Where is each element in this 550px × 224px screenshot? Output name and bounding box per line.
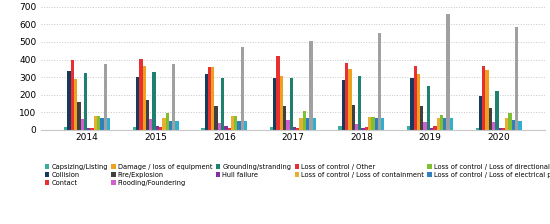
Bar (231, 116, 234, 130)
Bar (371, 117, 375, 130)
Bar (489, 108, 492, 130)
Bar (443, 118, 447, 130)
Bar (64, 127, 68, 130)
Bar (136, 77, 139, 130)
Bar (296, 128, 299, 130)
Bar (74, 79, 78, 130)
Bar (172, 64, 175, 130)
Bar (447, 14, 450, 130)
Bar (211, 67, 215, 130)
Bar (270, 127, 273, 130)
Bar (234, 116, 238, 130)
Bar (100, 118, 103, 130)
Bar (417, 74, 420, 130)
Bar (499, 128, 502, 130)
Bar (486, 70, 489, 130)
Bar (146, 100, 149, 130)
Bar (175, 121, 179, 130)
Bar (482, 66, 486, 130)
Bar (437, 118, 440, 130)
Bar (450, 118, 453, 130)
Bar (512, 120, 515, 130)
Bar (97, 116, 100, 130)
Bar (71, 60, 74, 130)
Legend: Capsizing/Listing, Collision, Contact, Damage / loss of equipment, Fire/Explosio: Capsizing/Listing, Collision, Contact, D… (45, 164, 550, 186)
Bar (424, 122, 427, 130)
Bar (139, 59, 142, 130)
Bar (312, 118, 316, 130)
Bar (142, 66, 146, 130)
Bar (293, 127, 296, 130)
Bar (430, 128, 433, 130)
Bar (420, 106, 424, 130)
Bar (87, 128, 90, 130)
Bar (81, 119, 84, 130)
Bar (169, 121, 172, 130)
Bar (515, 27, 518, 130)
Bar (381, 118, 384, 130)
Bar (166, 113, 169, 130)
Bar (407, 126, 410, 130)
Bar (149, 119, 152, 130)
Bar (152, 72, 156, 130)
Bar (496, 91, 499, 130)
Bar (218, 123, 221, 130)
Bar (427, 86, 430, 130)
Bar (84, 73, 87, 130)
Bar (277, 56, 280, 130)
Bar (375, 118, 378, 130)
Bar (273, 78, 277, 130)
Bar (133, 127, 136, 130)
Bar (479, 97, 482, 130)
Bar (505, 118, 508, 130)
Bar (68, 71, 71, 130)
Bar (502, 128, 505, 130)
Bar (107, 118, 110, 130)
Bar (244, 121, 248, 130)
Bar (358, 76, 361, 130)
Bar (299, 118, 303, 130)
Bar (228, 128, 231, 130)
Bar (355, 124, 358, 130)
Bar (201, 128, 205, 130)
Bar (365, 127, 368, 130)
Bar (159, 127, 162, 130)
Bar (214, 106, 218, 130)
Bar (309, 41, 312, 130)
Bar (414, 66, 417, 130)
Bar (492, 122, 496, 130)
Bar (345, 63, 348, 130)
Bar (368, 117, 371, 130)
Bar (221, 78, 224, 130)
Bar (351, 105, 355, 130)
Bar (342, 80, 345, 130)
Bar (508, 113, 512, 130)
Bar (302, 111, 306, 130)
Bar (94, 116, 97, 130)
Bar (205, 74, 208, 130)
Bar (348, 69, 351, 130)
Bar (338, 126, 342, 130)
Bar (283, 106, 287, 130)
Bar (518, 121, 521, 130)
Bar (433, 126, 437, 130)
Bar (410, 78, 414, 130)
Bar (378, 33, 381, 130)
Bar (440, 115, 443, 130)
Bar (156, 126, 159, 130)
Bar (90, 128, 94, 130)
Bar (208, 67, 211, 130)
Bar (361, 128, 365, 130)
Bar (78, 102, 81, 130)
Bar (224, 125, 228, 130)
Bar (280, 76, 283, 130)
Bar (103, 64, 107, 130)
Bar (287, 120, 290, 130)
Bar (162, 118, 166, 130)
Bar (290, 78, 293, 130)
Bar (306, 118, 309, 130)
Bar (238, 121, 241, 130)
Bar (241, 47, 244, 130)
Bar (476, 128, 479, 130)
